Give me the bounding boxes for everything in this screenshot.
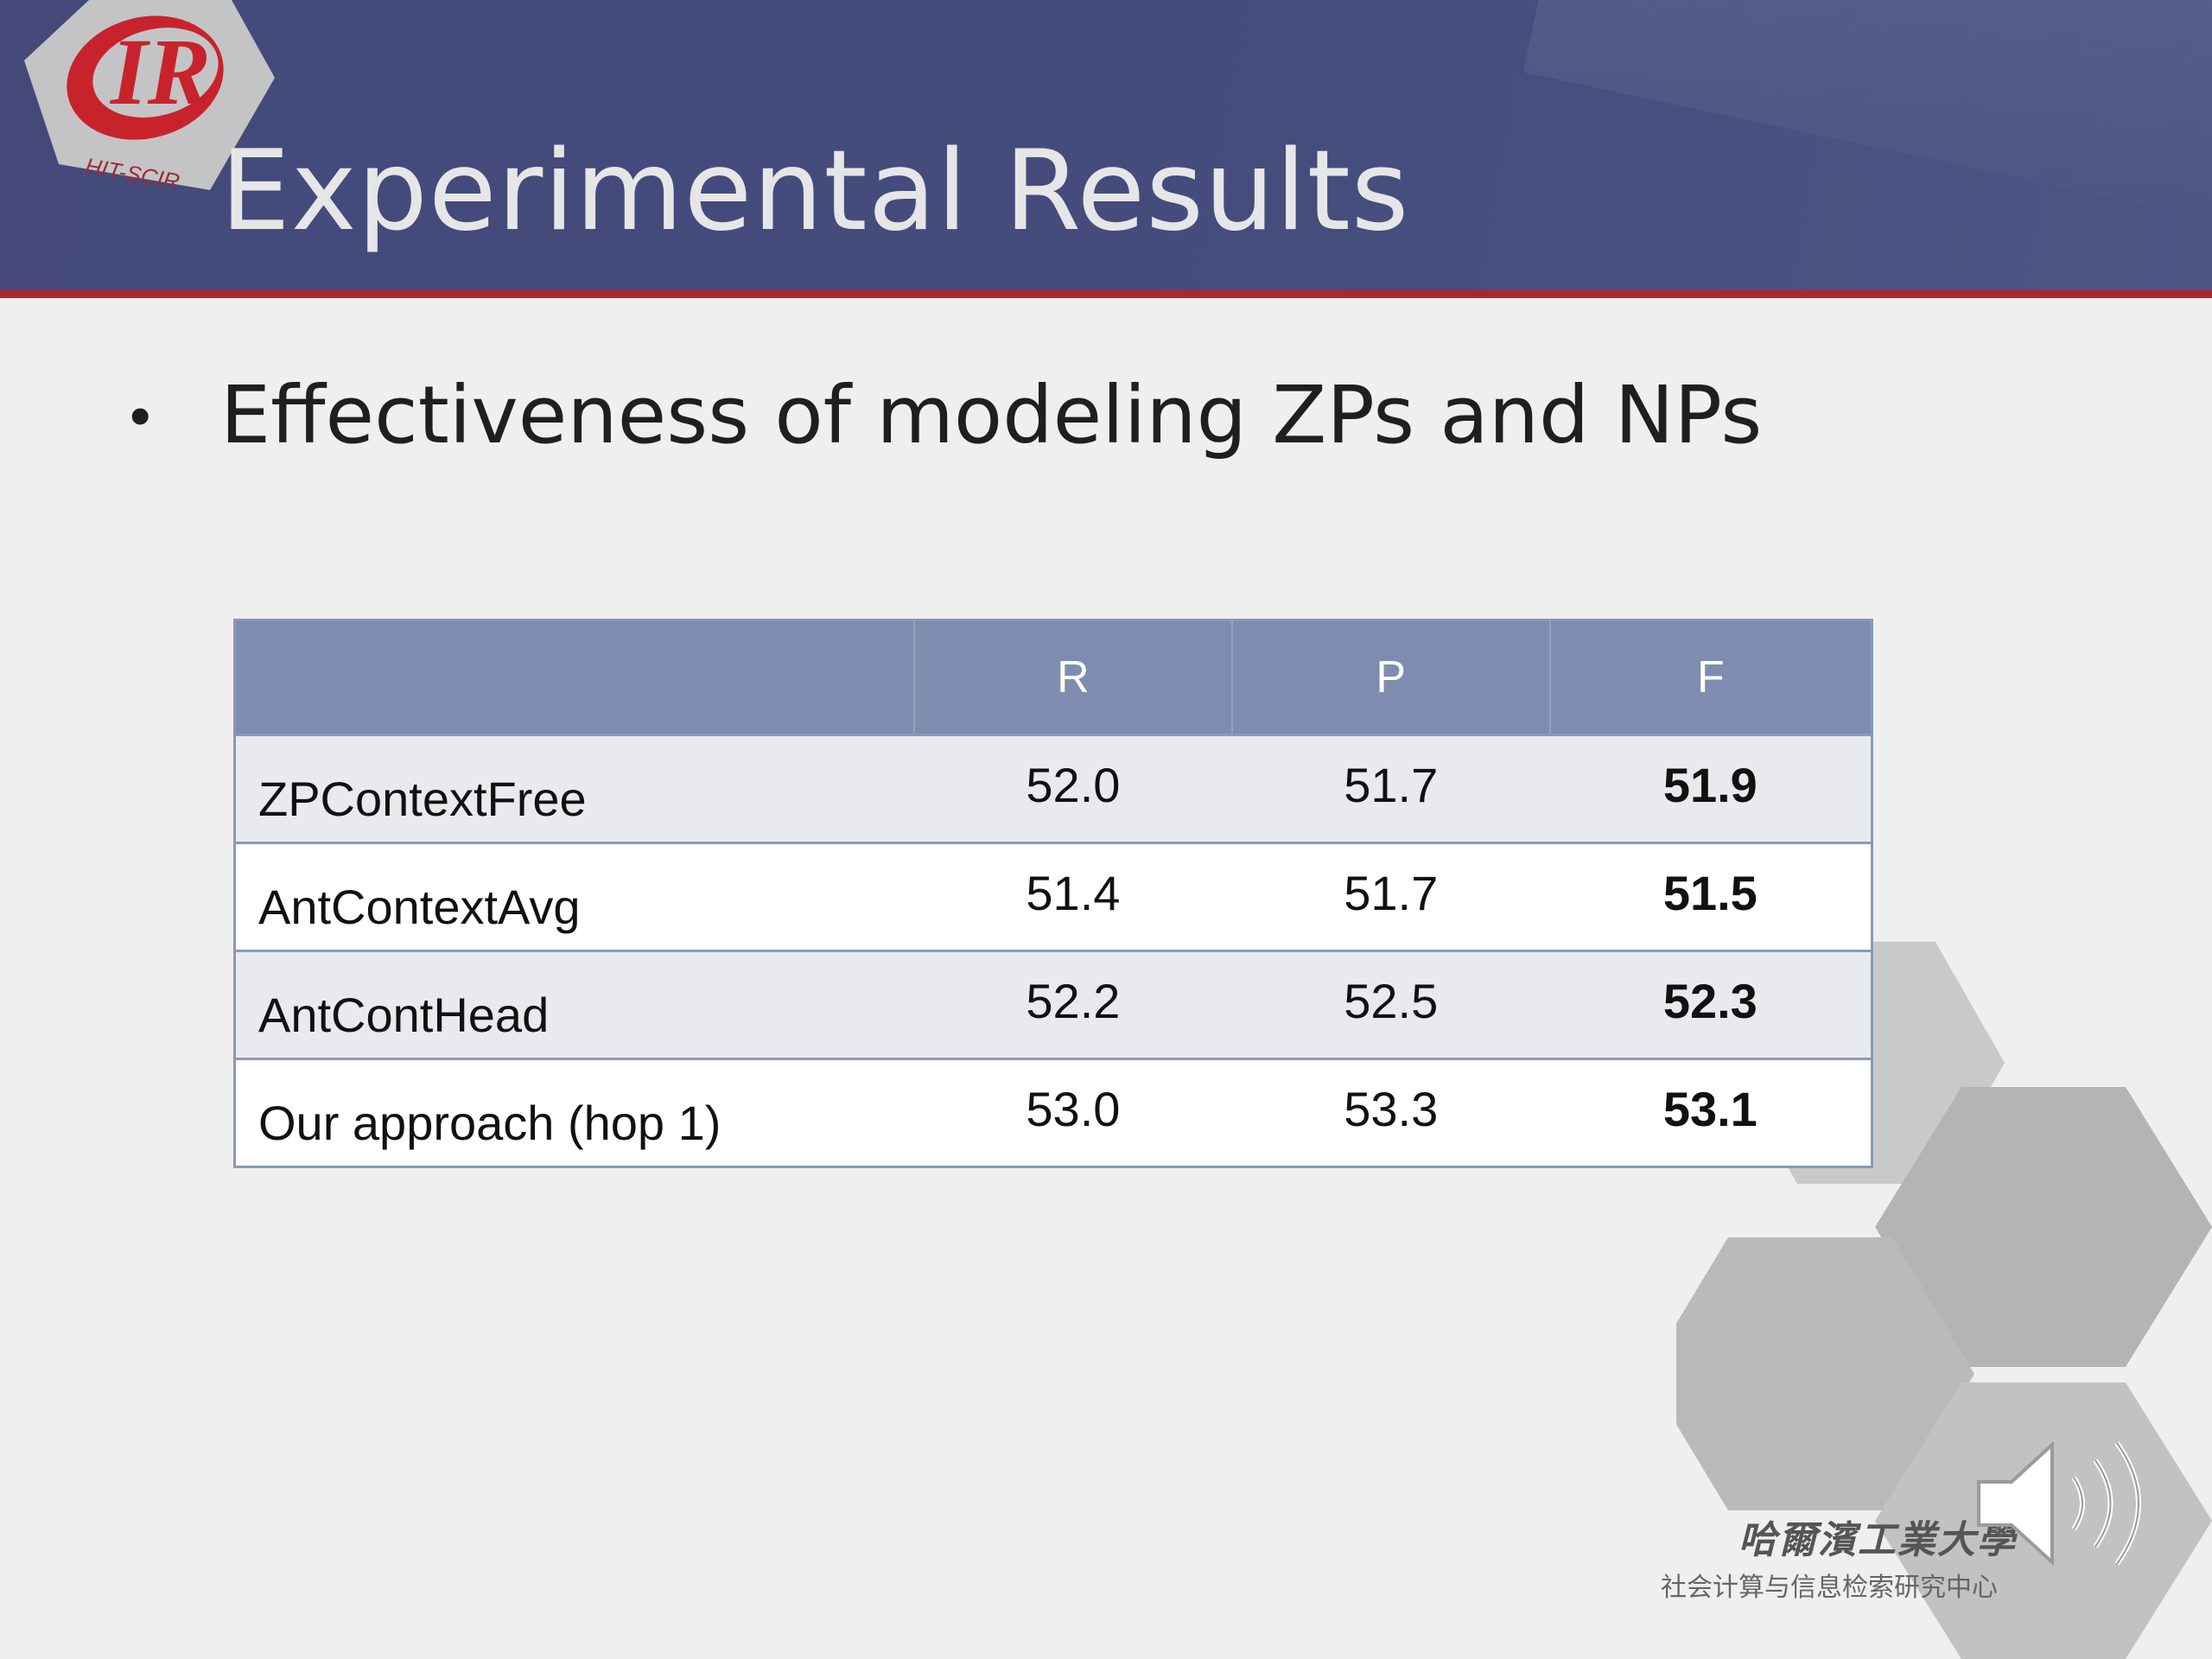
- cell-p: 51.7: [1231, 734, 1550, 843]
- cell-p: 52.5: [1231, 950, 1550, 1059]
- hit-scir-logo: IR: [7, 0, 292, 216]
- header-highlight: [1522, 0, 2212, 234]
- cell-p: 53.3: [1231, 1058, 1550, 1167]
- cell-r: 52.0: [914, 734, 1232, 843]
- table-row: ZPContextFree 52.0 51.7 51.9: [234, 734, 1872, 843]
- header-cell-empty: [234, 620, 914, 735]
- cell-r: 53.0: [914, 1058, 1232, 1167]
- bullet-point: • Effectiveness of modeling ZPs and NPs: [130, 376, 1762, 455]
- row-label: AntContextAvg: [234, 842, 914, 951]
- cell-r: 52.2: [914, 950, 1232, 1059]
- research-center-name: 社会计算与信息检索研究中心: [1661, 1573, 1998, 1602]
- logo-icon: IR: [24, 0, 275, 190]
- cell-f: 52.3: [1549, 950, 1872, 1059]
- table-row: Our approach (hop 1) 53.0 53.3 53.1: [234, 1058, 1872, 1167]
- row-label: Our approach (hop 1): [234, 1058, 914, 1167]
- header-cell-p: P: [1230, 620, 1550, 735]
- cell-f: 53.1: [1549, 1058, 1872, 1167]
- speaker-icon[interactable]: [1970, 1434, 2152, 1573]
- table-row: AntContHead 52.2 52.5 52.3: [234, 950, 1872, 1059]
- cell-f: 51.9: [1549, 734, 1872, 843]
- cell-f: 51.5: [1549, 842, 1872, 951]
- slide-header: [0, 0, 2212, 292]
- header-rule: [0, 290, 2212, 298]
- cell-r: 51.4: [914, 842, 1232, 951]
- svg-text:IR: IR: [109, 19, 211, 124]
- slide-title: Experimental Results: [220, 127, 1410, 256]
- header-cell-f: F: [1548, 620, 1872, 735]
- row-label: AntContHead: [234, 950, 914, 1059]
- results-table: R P F ZPContextFree 52.0 51.7 51.9 AntCo…: [233, 619, 1873, 1168]
- row-label: ZPContextFree: [234, 734, 914, 843]
- bullet-dot-icon: •: [130, 382, 151, 449]
- institution-name: 哈爾濱工業大學: [1738, 1519, 2017, 1561]
- cell-p: 51.7: [1231, 842, 1550, 951]
- table-row: AntContextAvg 51.4 51.7 51.5: [234, 842, 1872, 951]
- bullet-text: Effectiveness of modeling ZPs and NPs: [220, 369, 1763, 461]
- table-header-row: R P F: [234, 620, 1872, 735]
- header-cell-r: R: [913, 620, 1232, 735]
